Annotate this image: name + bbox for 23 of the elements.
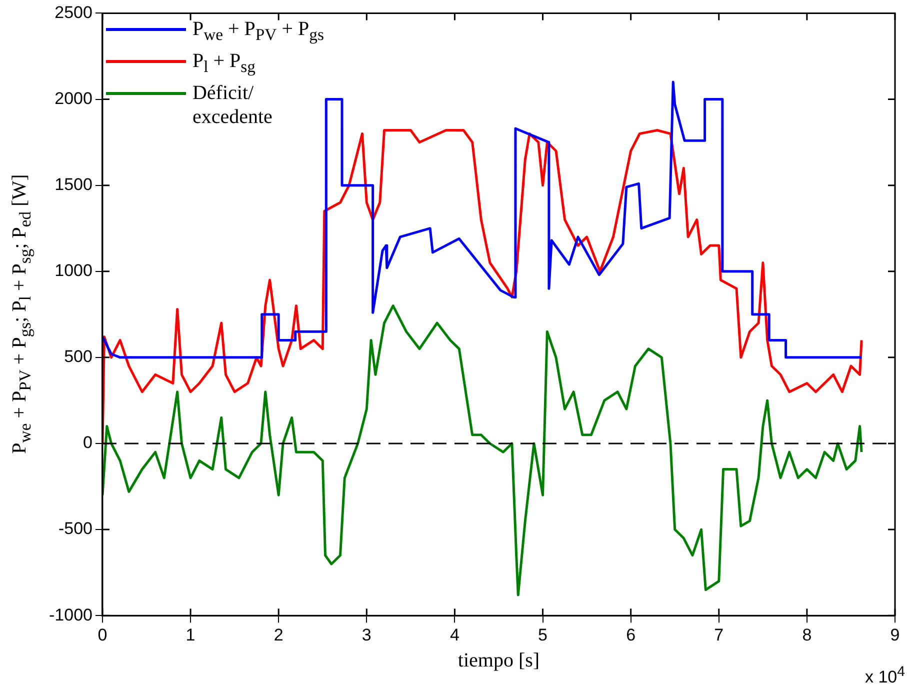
x-tick-label: 9: [890, 625, 900, 644]
legend-label: P$_{we}$ + P$_{PV}$ + P$_{gs}$: [192, 17, 324, 46]
x-tick-label: 5: [538, 625, 548, 644]
y-tick-label: 2500: [54, 2, 92, 22]
x-tick-label: 0: [98, 625, 108, 644]
text: x 10$^{4}$: [864, 664, 905, 688]
x-tick-label: 7: [714, 625, 724, 644]
x-tick-label: 3: [362, 625, 372, 644]
y-tick-label: -500: [58, 519, 92, 538]
y-tick-label: 1500: [54, 175, 92, 194]
legend-label: Déficit/ excedente: [192, 81, 274, 130]
y-tick-label: 500: [64, 347, 92, 366]
y-tick-label: -1000: [48, 605, 92, 624]
x-tick-label: 6: [626, 625, 636, 644]
x-axis-title: tiempo [s]: [458, 649, 540, 672]
x-tick-label: 8: [802, 625, 812, 644]
y-tick-label: 0: [83, 433, 92, 452]
y-tick-label: 1000: [54, 261, 92, 280]
legend-label: P$_{l}$ + P$_{sg}$: [192, 49, 256, 78]
x-tick-label: 1: [186, 625, 196, 644]
x-tick-label: 4: [450, 625, 460, 644]
x-tick-label: 2: [274, 625, 284, 644]
y-tick-label: 2000: [54, 88, 92, 108]
